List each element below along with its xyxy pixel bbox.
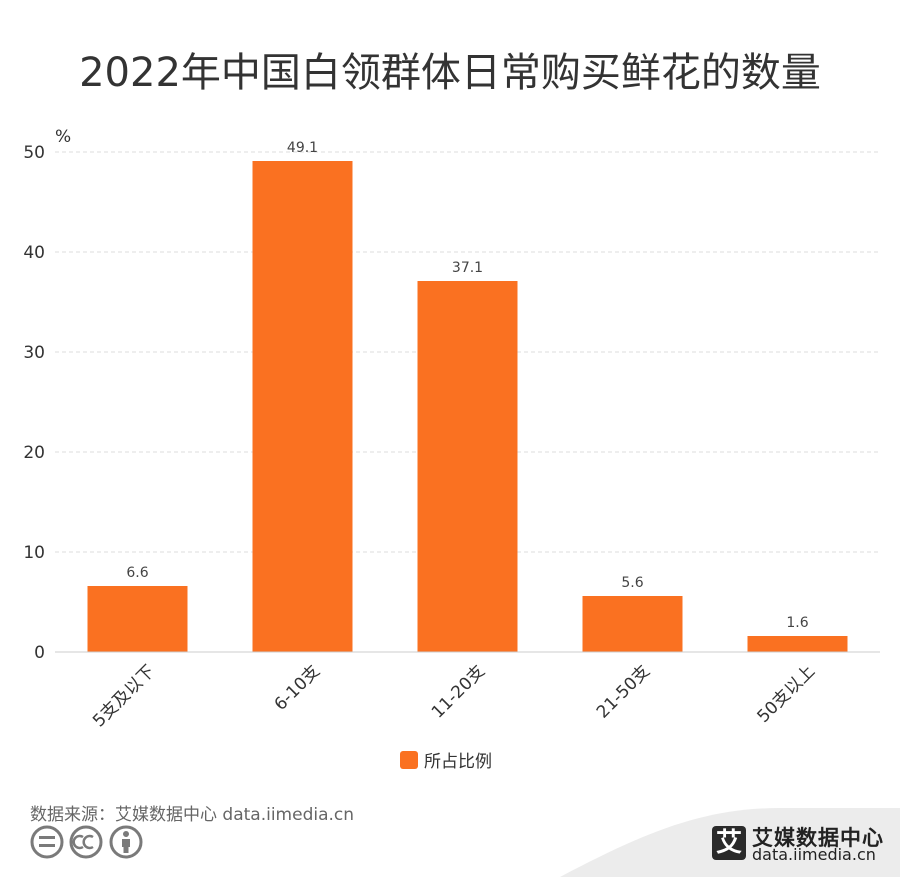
- bar: [582, 596, 683, 652]
- bars: [87, 161, 848, 652]
- y-tick-label: 10: [23, 543, 45, 563]
- data-label: 1.6: [786, 615, 808, 631]
- cc-icon: [69, 825, 103, 859]
- brand-url: data.iimedia.cn: [752, 845, 876, 864]
- y-tick-label: 40: [23, 243, 45, 263]
- x-tick-label: 50支以上: [754, 661, 820, 727]
- y-tick-label: 50: [23, 143, 45, 163]
- bar: [747, 636, 848, 652]
- y-tick-label: 0: [34, 643, 45, 663]
- legend-label: 所占比例: [424, 752, 492, 772]
- data-label: 37.1: [452, 260, 483, 276]
- y-tick-label: 30: [23, 343, 45, 363]
- brand-logo: 艾: [712, 826, 746, 860]
- chart-title: 2022年中国白领群体日常购买鲜花的数量: [79, 50, 821, 96]
- data-labels: 6.6 49.1 37.1 5.6 1.6: [126, 140, 808, 631]
- bar: [252, 161, 353, 652]
- y-unit-label: %: [55, 127, 71, 147]
- equals-circle-icon: [30, 825, 64, 859]
- bar: [87, 586, 188, 652]
- data-label: 6.6: [126, 565, 148, 581]
- y-tick-label: 20: [23, 443, 45, 463]
- person-circle-icon: [109, 825, 143, 859]
- bar-chart: 6.6 49.1 37.1 5.6 1.6 0 10 20 30 40 50% 5支及以下 6-10支…: [23, 127, 880, 772]
- data-label: 49.1: [287, 140, 318, 156]
- brand-name: 艾媒数据中心: [752, 826, 884, 850]
- x-tick-label: 11-20支: [428, 661, 489, 722]
- legend: 所占比例: [400, 751, 492, 772]
- x-tick-label: 21-50支: [593, 661, 654, 722]
- license-icons: [30, 825, 143, 859]
- bar: [417, 281, 518, 652]
- x-tick-label: 5支及以下: [89, 661, 159, 731]
- x-tick-label: 6-10支: [271, 661, 324, 714]
- gridlines: [55, 151, 880, 553]
- data-label: 5.6: [621, 575, 643, 591]
- legend-swatch: [400, 751, 418, 769]
- source-note: 数据来源：艾媒数据中心 data.iimedia.cn: [30, 805, 355, 825]
